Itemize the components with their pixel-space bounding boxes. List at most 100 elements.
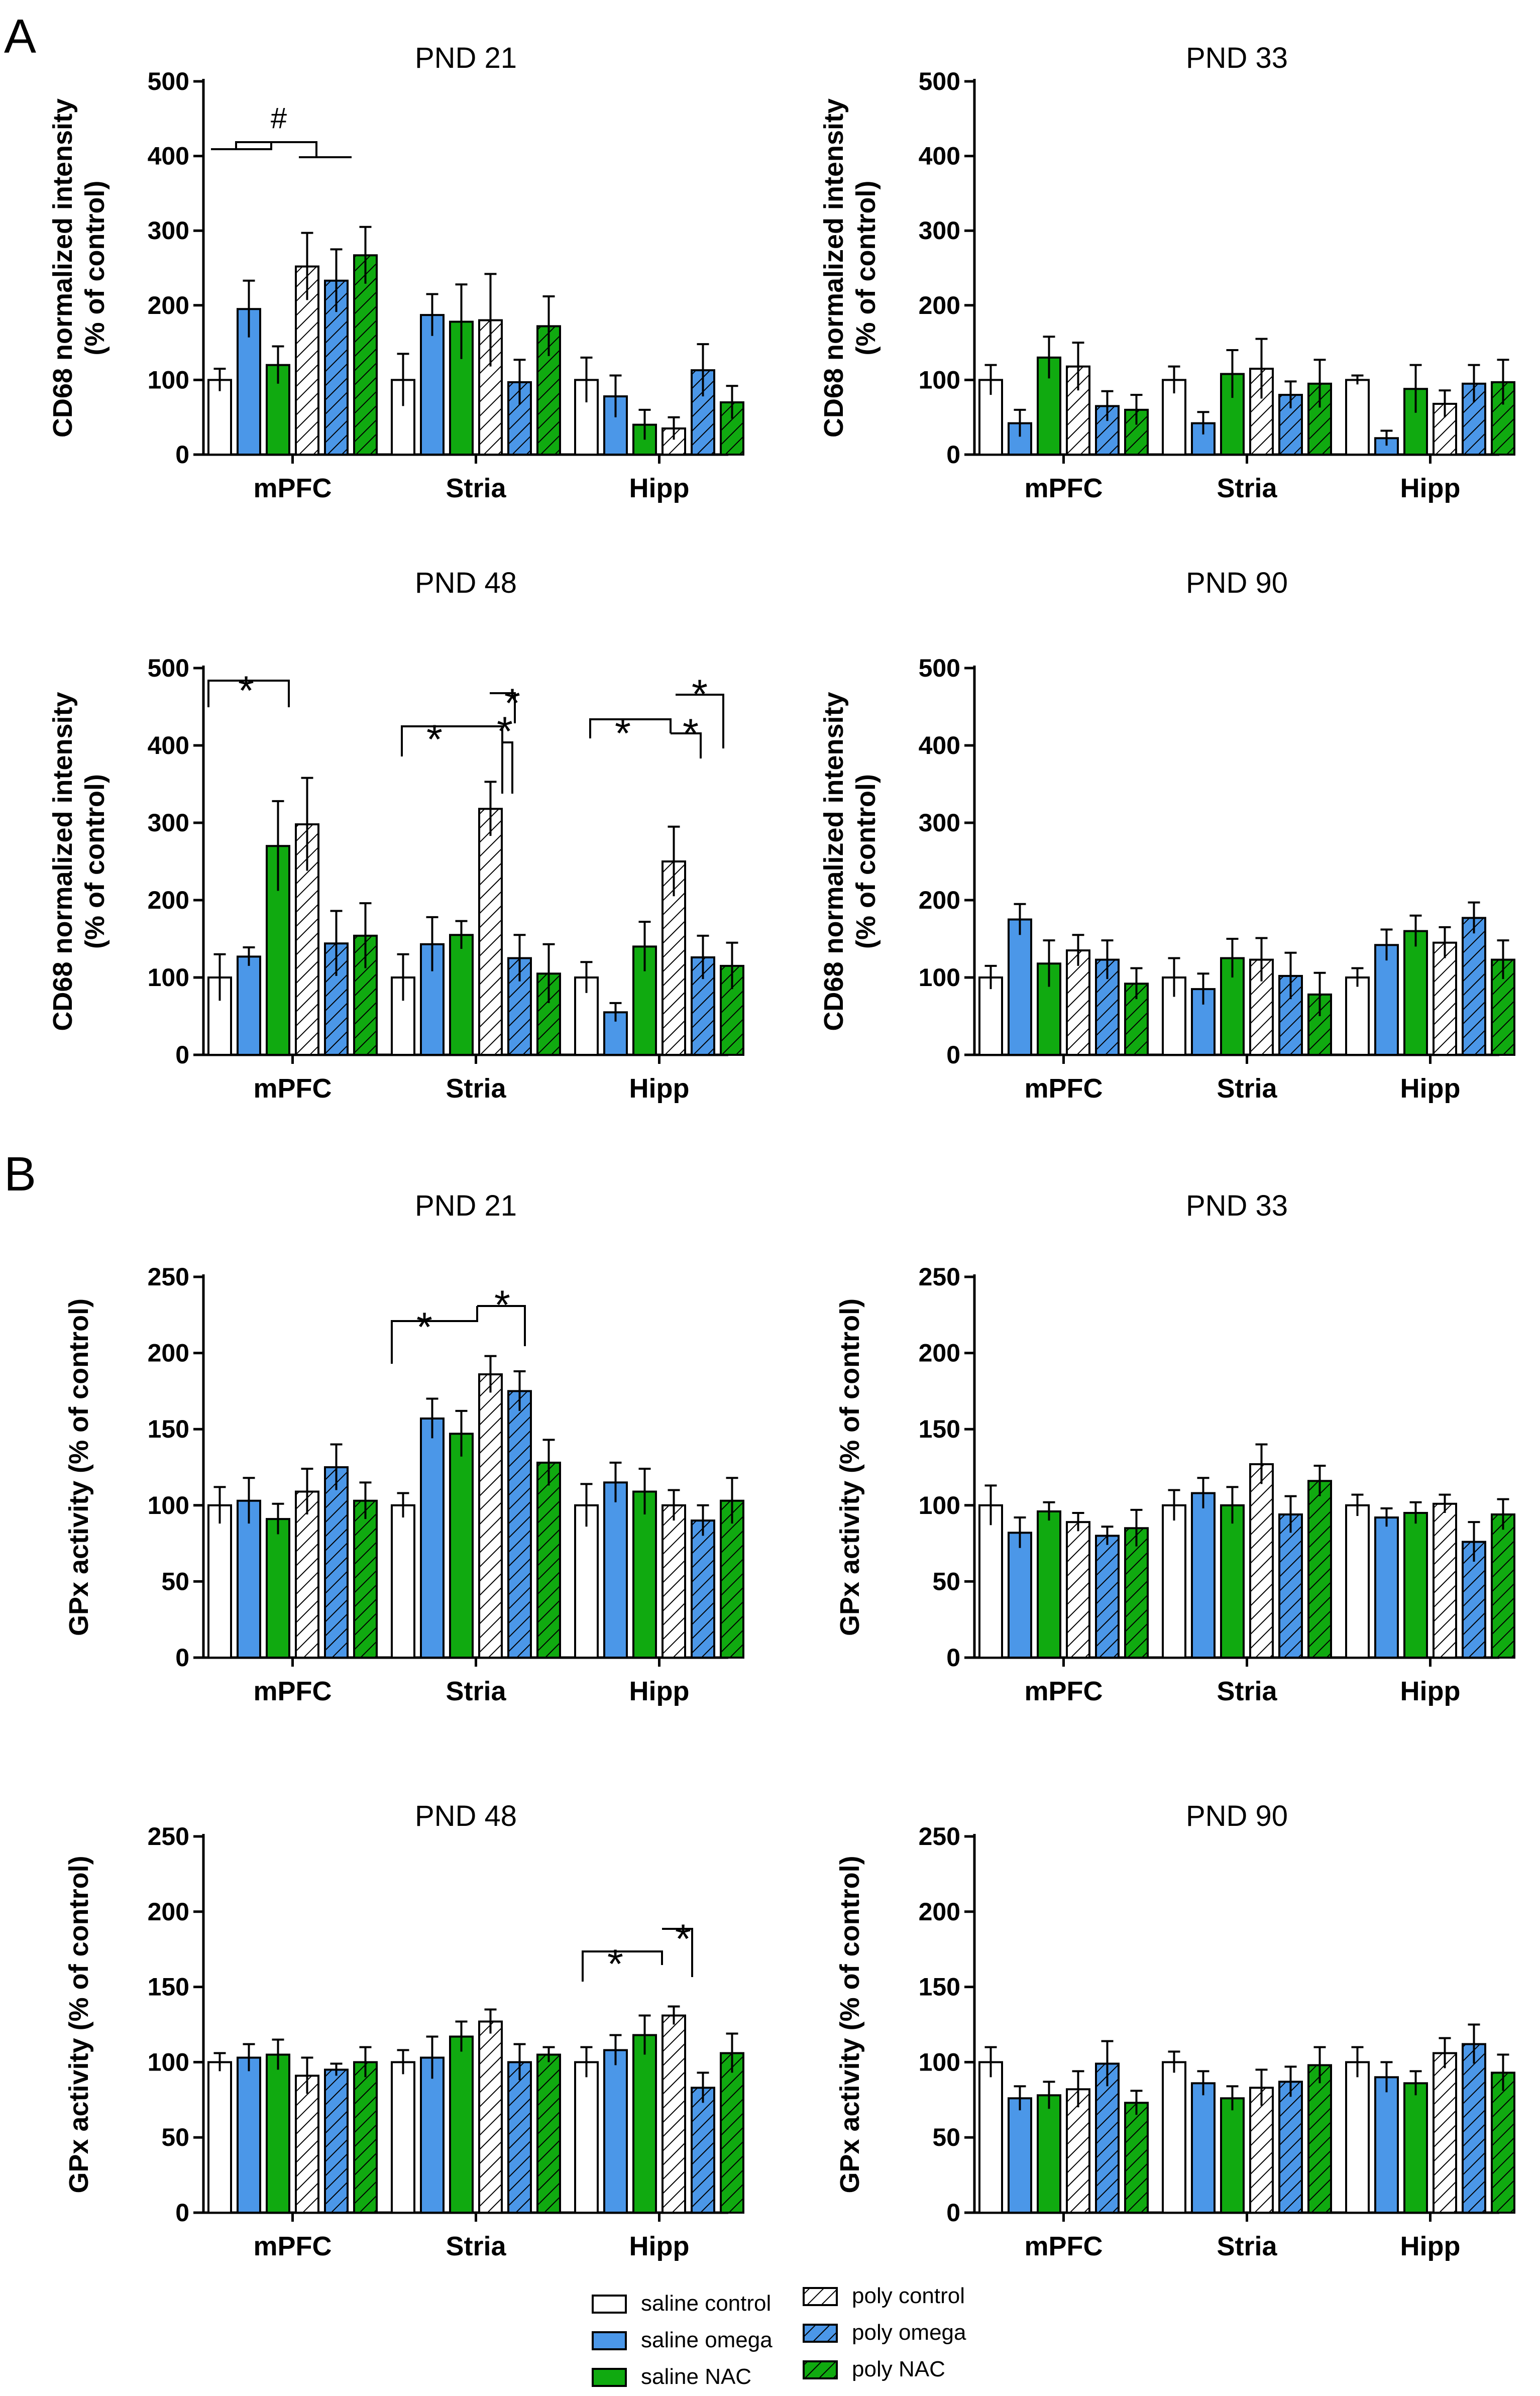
bar-saline-control: [1162, 2061, 1186, 2214]
bar-poly-nac: [1124, 2102, 1149, 2214]
chart-title: PND 90: [1186, 1800, 1288, 1832]
bar-saline-nac: [266, 2053, 290, 2214]
y-axis-label: (% of control): [80, 181, 110, 356]
y-tick-label: 150: [919, 1973, 960, 2001]
y-tick-label: 200: [919, 1898, 960, 1926]
bracket-line: [391, 1306, 478, 1364]
y-axis-label: GPx activity (% of control): [64, 1856, 94, 2193]
bar-poly-control: [478, 808, 503, 1056]
y-tick-label: 100: [919, 1491, 960, 1519]
significance-bracket: *: [589, 711, 672, 756]
bar-saline-omega: [603, 2049, 628, 2214]
bar-saline-nac: [1037, 1510, 1061, 1659]
significance-bracket: *: [477, 1282, 526, 1346]
bar-saline-control: [391, 379, 415, 456]
y-tick-label: 50: [932, 1567, 960, 1595]
y-tick-label: 200: [148, 886, 189, 914]
y-tick-label: 100: [148, 1491, 189, 1519]
y-axis-label: CD68 normalized intensity: [819, 98, 849, 438]
bar-poly-control: [478, 2020, 503, 2214]
significance-label: *: [238, 668, 254, 714]
significance-label: #: [271, 102, 287, 135]
significance-bracket: *: [401, 717, 503, 763]
y-tick-label: 400: [148, 142, 189, 170]
bar-group-stria: [391, 781, 561, 1056]
bar-group-stria: [391, 2008, 561, 2214]
bar-saline-nac: [449, 1433, 474, 1659]
significance-bracket: *: [671, 711, 702, 758]
bracket-line: [490, 692, 516, 723]
bar-saline-omega: [237, 1499, 261, 1659]
y-tick-label: 500: [148, 654, 189, 682]
bar-saline-control: [978, 2061, 1003, 2214]
bar-poly-control: [1066, 365, 1090, 456]
significance-bracket: *: [676, 672, 724, 748]
bar-poly-control: [662, 1504, 686, 1659]
bar-saline-nac: [1037, 962, 1061, 1056]
bar-saline-omega: [1191, 1492, 1216, 1659]
bar-poly-control: [295, 2075, 319, 2214]
bar-poly-nac: [536, 2053, 561, 2214]
x-tick-label-hipp: Hipp: [1400, 473, 1461, 503]
bar-group-stria: [1162, 937, 1332, 1056]
x-tick-label-hipp: Hipp: [1400, 1676, 1461, 1706]
y-tick-label: 0: [946, 1644, 960, 1672]
bracket-line: [477, 1305, 526, 1346]
x-tick-label-stria: Stria: [1217, 473, 1277, 503]
legend-item-poly-nac: poly NAC: [803, 2357, 945, 2381]
bar-saline-control: [207, 1504, 232, 1659]
bar-poly-omega: [324, 1466, 349, 1659]
y-tick-label: 100: [148, 963, 189, 992]
chart-title: PND 33: [1186, 42, 1288, 74]
bar-saline-omega: [1008, 2097, 1032, 2214]
bar-poly-control: [1066, 2088, 1090, 2214]
bar-poly-control: [1433, 402, 1457, 456]
legend: saline control saline omega saline NAC poly…: [592, 2283, 966, 2389]
x-tick-label-hipp: Hipp: [1400, 2231, 1461, 2261]
significance-label: *: [683, 711, 699, 756]
y-tick-label: 200: [919, 291, 960, 319]
chart-panel-a-pnd-21: PND 21 CD68 normalized intensity (% of con…: [48, 42, 744, 503]
y-tick-label: 250: [919, 1263, 960, 1291]
legend-swatch: [592, 2368, 627, 2387]
bar-saline-control: [1345, 976, 1370, 1056]
bar-saline-control: [574, 2061, 599, 2214]
y-axis-label: (% of control): [80, 774, 110, 949]
y-tick-label: 300: [919, 216, 960, 245]
chart-panel-a-pnd-33: PND 33 CD68 normalized intensity (% of con…: [819, 42, 1515, 503]
bar-poly-omega: [1462, 2043, 1486, 2214]
x-tick-label-hipp: Hipp: [629, 1073, 690, 1104]
bar-poly-nac: [536, 1461, 561, 1659]
x-tick-label-hipp: Hipp: [1400, 1073, 1461, 1104]
bar-saline-omega: [420, 1417, 445, 1659]
bar-group-mpfc: [207, 226, 378, 456]
significance-bracket: *: [490, 681, 520, 726]
legend-label: poly omega: [852, 2320, 966, 2345]
bar-saline-omega: [420, 2056, 445, 2214]
bar-group-stria: [1162, 2046, 1332, 2214]
bar-group-hipp: [574, 825, 744, 1056]
bar-group-stria: [1162, 1443, 1332, 1659]
bracket-line: [589, 718, 672, 738]
y-tick-label: 400: [148, 731, 189, 759]
bar-poly-nac: [1491, 1513, 1515, 1659]
legend-label: saline omega: [641, 2328, 773, 2352]
bracket-line: [671, 732, 702, 758]
y-tick-label: 200: [148, 1339, 189, 1367]
y-tick-label: 50: [161, 1567, 189, 1595]
bar-saline-nac: [1037, 2094, 1061, 2214]
bar-saline-omega: [420, 314, 445, 456]
y-tick-label: 0: [175, 1644, 189, 1672]
bar-saline-control: [574, 1504, 599, 1659]
x-tick-label-hipp: Hipp: [629, 2231, 690, 2261]
y-tick-label: 300: [919, 809, 960, 837]
y-tick-label: 250: [148, 1822, 189, 1850]
significance-bracket: *: [582, 1941, 663, 1987]
y-axis-label: (% of control): [851, 774, 881, 949]
y-tick-label: 100: [148, 2048, 189, 2076]
legend-item-poly-control: poly control: [803, 2283, 965, 2308]
bar-poly-nac: [353, 254, 378, 456]
bar-poly-nac: [1124, 1527, 1149, 1659]
bar-group-mpfc: [978, 2040, 1149, 2214]
legend-swatch: [592, 2295, 627, 2314]
